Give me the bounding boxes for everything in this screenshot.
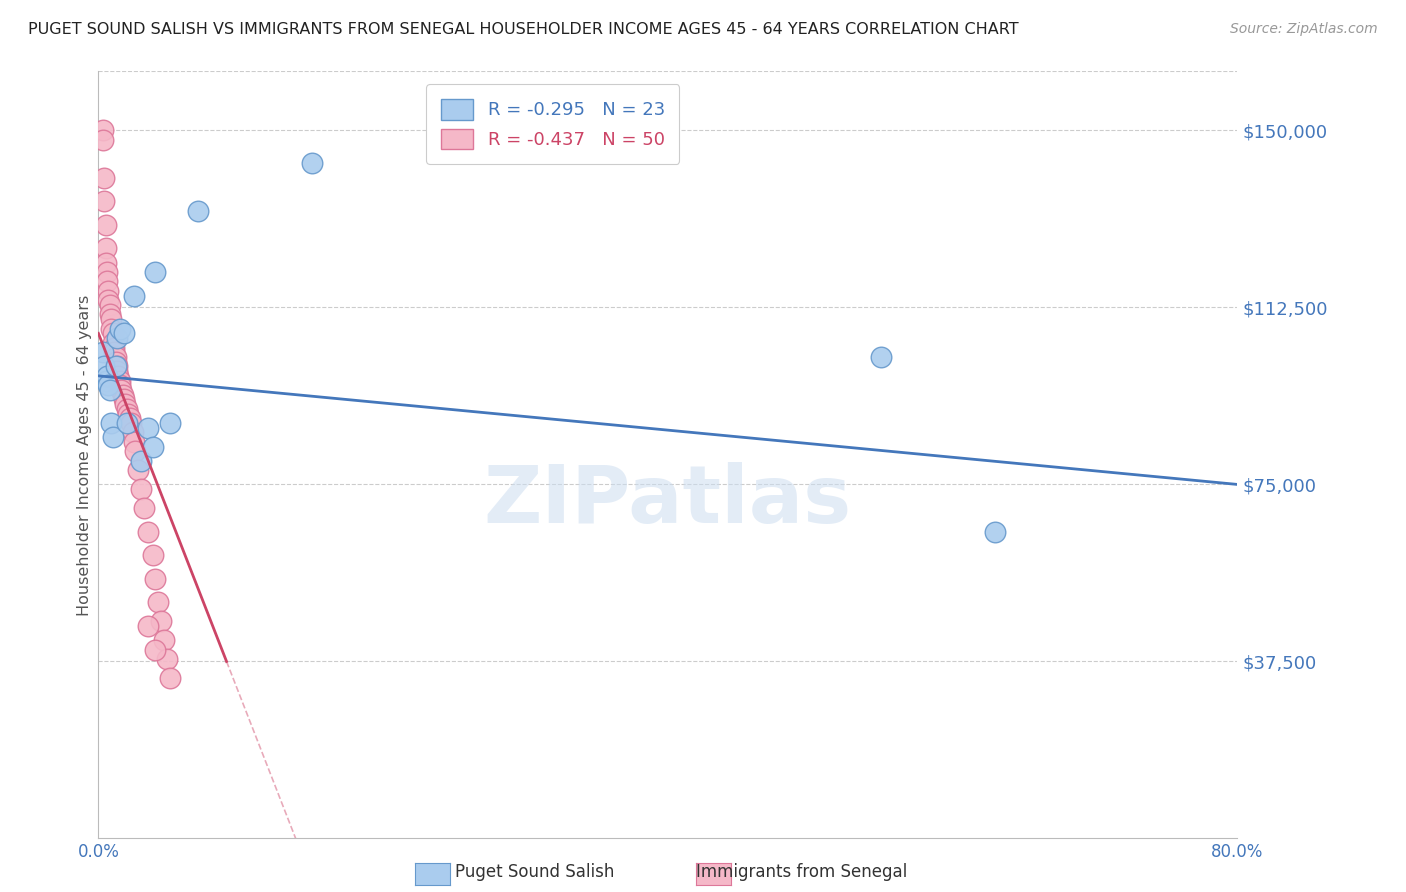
Point — [108, 374, 131, 388]
Point — [122, 434, 145, 449]
Text: Source: ZipAtlas.com: Source: ZipAtlas.com — [1230, 22, 1378, 37]
Point — [104, 359, 127, 374]
Point — [141, 440, 163, 454]
Point — [105, 331, 128, 345]
Point — [104, 350, 127, 364]
Point — [93, 170, 115, 185]
Point — [187, 203, 209, 218]
Point — [107, 368, 129, 383]
Point — [101, 430, 124, 444]
Point — [91, 133, 114, 147]
Point — [115, 416, 138, 430]
Point — [118, 411, 141, 425]
Legend: R = -0.295   N = 23, R = -0.437   N = 50: R = -0.295 N = 23, R = -0.437 N = 50 — [426, 84, 679, 164]
Point — [136, 524, 159, 539]
Point — [150, 615, 173, 629]
Point — [136, 421, 159, 435]
Point — [105, 364, 128, 378]
Point — [91, 345, 114, 359]
Point — [984, 524, 1007, 539]
Point — [124, 444, 146, 458]
Point — [98, 383, 121, 397]
Point — [94, 374, 117, 388]
Point — [156, 652, 179, 666]
Point — [129, 454, 152, 468]
Point — [112, 326, 135, 341]
Text: ZIPatlas: ZIPatlas — [484, 462, 852, 540]
Point — [103, 345, 125, 359]
Point — [121, 425, 143, 440]
Point — [108, 378, 131, 392]
Point — [127, 463, 149, 477]
Point — [100, 312, 122, 326]
Point — [141, 548, 163, 562]
Y-axis label: Householder Income Ages 45 - 64 years: Householder Income Ages 45 - 64 years — [77, 294, 91, 615]
Point — [115, 401, 138, 416]
Text: Immigrants from Senegal: Immigrants from Senegal — [696, 863, 907, 881]
Point — [122, 288, 145, 302]
Point — [112, 392, 135, 407]
Point — [101, 335, 124, 350]
Point — [132, 501, 155, 516]
Point — [101, 326, 124, 341]
Point — [100, 416, 122, 430]
Point — [120, 416, 142, 430]
Point — [104, 354, 127, 368]
Point — [100, 321, 122, 335]
Point — [93, 194, 115, 209]
Point — [96, 368, 118, 383]
Point — [93, 359, 115, 374]
Point — [103, 341, 125, 355]
Point — [148, 595, 170, 609]
Point — [97, 378, 120, 392]
Point — [94, 255, 117, 269]
Point — [96, 265, 118, 279]
Point — [108, 321, 131, 335]
Point — [98, 308, 121, 322]
Point — [114, 397, 136, 411]
Point — [159, 671, 181, 685]
Point — [870, 350, 893, 364]
Point — [111, 388, 134, 402]
Point — [159, 416, 181, 430]
Point — [105, 359, 128, 374]
Point — [94, 218, 117, 232]
Point — [129, 482, 152, 496]
Point — [94, 241, 117, 255]
Point — [145, 642, 167, 657]
Point — [153, 633, 176, 648]
Point — [145, 265, 167, 279]
Text: Puget Sound Salish: Puget Sound Salish — [454, 863, 614, 881]
Point — [96, 275, 118, 289]
Point — [117, 407, 139, 421]
Point — [98, 298, 121, 312]
Point — [301, 156, 323, 170]
Point — [91, 123, 114, 137]
Point — [110, 383, 132, 397]
Point — [145, 572, 167, 586]
Point — [97, 284, 120, 298]
Point — [97, 293, 120, 308]
Text: PUGET SOUND SALISH VS IMMIGRANTS FROM SENEGAL HOUSEHOLDER INCOME AGES 45 - 64 YE: PUGET SOUND SALISH VS IMMIGRANTS FROM SE… — [28, 22, 1019, 37]
Point — [136, 619, 159, 633]
